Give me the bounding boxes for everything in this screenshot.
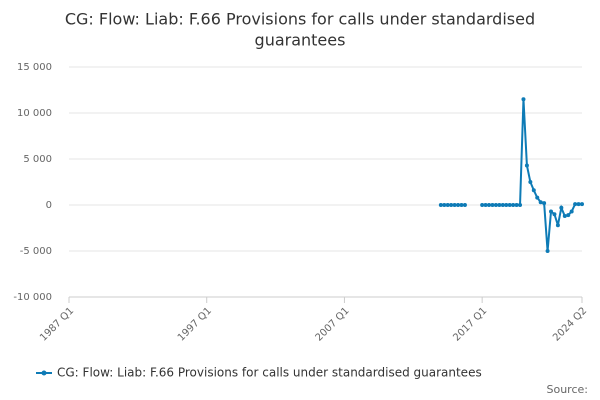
- point: [462, 203, 467, 207]
- point: [483, 203, 488, 207]
- point: [545, 249, 550, 253]
- point: [562, 214, 567, 219]
- point: [497, 203, 502, 207]
- point: [487, 203, 492, 207]
- point: [493, 203, 498, 207]
- point: [559, 205, 564, 210]
- point: [555, 223, 560, 228]
- point: [456, 203, 461, 207]
- legend-label: CG: Flow: Liab: F.66 Provisions for call…: [57, 366, 482, 380]
- point: [566, 213, 571, 218]
- point: [490, 203, 495, 207]
- point: [511, 203, 516, 207]
- y-tick-label: 5 000: [23, 154, 52, 165]
- point: [442, 203, 447, 207]
- y-tick-label: 0: [46, 200, 52, 211]
- y-tick-label: 15 000: [17, 62, 52, 73]
- point: [452, 203, 457, 207]
- point: [438, 203, 443, 207]
- point: [569, 209, 574, 214]
- point: [531, 188, 536, 193]
- point: [459, 203, 464, 207]
- point: [580, 202, 584, 207]
- x-tick-label: 1997 Q1: [176, 305, 214, 343]
- x-tick-label: 2024 Q2: [551, 305, 589, 343]
- y-tick-label: -5 000: [20, 246, 52, 257]
- point: [518, 203, 523, 207]
- x-tick-label: 2017 Q1: [451, 305, 489, 343]
- chart-title: guarantees: [255, 31, 346, 50]
- x-tick-label: 2007 Q1: [314, 305, 352, 343]
- chart-title: CG: Flow: Liab: F.66 Provisions for call…: [65, 10, 535, 29]
- y-tick-label: 10 000: [17, 108, 52, 119]
- legend-swatch-dot: [41, 370, 47, 376]
- point: [528, 180, 533, 184]
- point: [573, 202, 578, 207]
- point: [552, 212, 557, 217]
- point: [507, 203, 512, 207]
- point: [538, 200, 543, 205]
- point: [576, 202, 581, 207]
- point: [535, 195, 540, 200]
- point: [549, 209, 554, 214]
- point: [500, 203, 505, 207]
- source: Source:: [547, 383, 589, 396]
- point: [480, 203, 485, 207]
- x-tick-label: 1987 Q1: [38, 305, 76, 343]
- point: [542, 201, 547, 206]
- series-line: [482, 99, 582, 252]
- point: [504, 203, 509, 207]
- point: [524, 163, 529, 168]
- point: [514, 203, 519, 207]
- point: [521, 97, 526, 102]
- point: [449, 203, 454, 207]
- point: [445, 203, 450, 207]
- y-tick-label: -10 000: [13, 292, 52, 303]
